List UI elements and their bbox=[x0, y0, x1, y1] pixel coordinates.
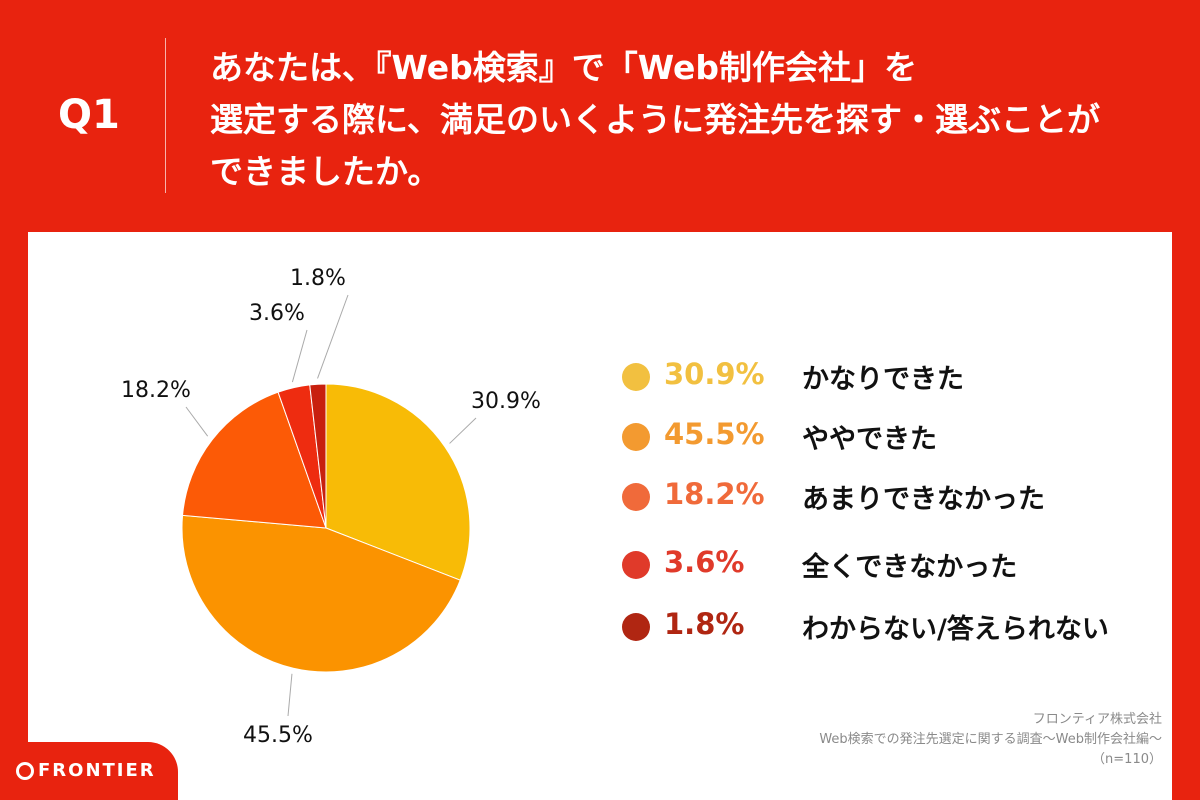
chart-panel: 30.9% 45.5% 18.2% 3.6% 1.8% 30.9% かなりできた 45.… bbox=[28, 232, 1172, 800]
slice-label-1: 30.9% bbox=[471, 389, 541, 414]
leader-line-2 bbox=[287, 673, 293, 717]
logo-text: FRONTIER bbox=[38, 760, 156, 781]
slice-label-4: 3.6% bbox=[249, 301, 305, 326]
legend-value-2: 45.5% bbox=[664, 417, 765, 451]
legend-label-2: ややできた bbox=[802, 424, 937, 455]
slice-label-2: 45.5% bbox=[243, 723, 313, 748]
legend-label-3: あまりできなかった bbox=[802, 484, 1045, 515]
question-text: あなたは、『Web検索』で「Web制作会社」を 選定する際に、満足のいくように発… bbox=[210, 42, 1170, 198]
legend-swatch-1 bbox=[622, 363, 650, 391]
legend-item-3: 18.2% あまりできなかった bbox=[622, 467, 1182, 527]
legend-item-2: 45.5% ややできた bbox=[622, 407, 1182, 467]
source-company: フロンティア株式会社 bbox=[1032, 712, 1162, 727]
legend-item-4: 3.6% 全くできなかった bbox=[622, 535, 1182, 595]
legend-swatch-4 bbox=[622, 551, 650, 579]
leader-line-4 bbox=[291, 329, 308, 383]
legend-swatch-2 bbox=[622, 423, 650, 451]
question-line-3: できましたか。 bbox=[210, 152, 441, 191]
legend-swatch-5 bbox=[622, 613, 650, 641]
slice-label-5: 1.8% bbox=[290, 266, 346, 291]
legend-value-4: 3.6% bbox=[664, 545, 745, 579]
legend-item-5: 1.8% わからない/答えられない bbox=[622, 597, 1182, 657]
logo-icon bbox=[16, 762, 34, 780]
legend-swatch-3 bbox=[622, 483, 650, 511]
source-sample-size: （n=110） bbox=[1092, 752, 1162, 767]
legend-value-3: 18.2% bbox=[664, 477, 765, 511]
question-number: Q1 bbox=[58, 92, 120, 138]
header-divider bbox=[165, 38, 166, 193]
brand-logo: FRONTIER bbox=[0, 742, 178, 800]
header: Q1 あなたは、『Web検索』で「Web制作会社」を 選定する際に、満足のいくよ… bbox=[0, 0, 1200, 232]
legend-label-1: かなりできた bbox=[802, 364, 964, 395]
pie-slice-2 bbox=[181, 514, 461, 673]
leader-line-3 bbox=[185, 406, 209, 437]
leader-line-5 bbox=[317, 294, 349, 379]
legend-item-1: 30.9% かなりできた bbox=[622, 347, 1182, 407]
question-line-2: 選定する際に、満足のいくように発注先を探す・選ぶことが bbox=[210, 100, 1101, 139]
legend-value-1: 30.9% bbox=[664, 357, 765, 391]
pie-slice-3 bbox=[182, 391, 327, 529]
pie-chart: 30.9% 45.5% 18.2% 3.6% 1.8% bbox=[121, 266, 541, 748]
pie-slice-5 bbox=[309, 383, 327, 529]
leader-line-1 bbox=[449, 417, 477, 444]
pie-slice-1 bbox=[325, 383, 471, 581]
legend-value-5: 1.8% bbox=[664, 607, 745, 641]
legend-label-5: わからない/答えられない bbox=[802, 614, 1109, 645]
source-note: フロンティア株式会社 Web検索での発注先選定に関する調査〜Web制作会社編〜 … bbox=[819, 710, 1162, 770]
question-line-1: あなたは、『Web検索』で「Web制作会社」を bbox=[210, 48, 917, 87]
source-survey: Web検索での発注先選定に関する調査〜Web制作会社編〜 bbox=[819, 732, 1162, 747]
legend-label-4: 全くできなかった bbox=[802, 552, 1018, 583]
slice-label-3: 18.2% bbox=[121, 378, 191, 403]
